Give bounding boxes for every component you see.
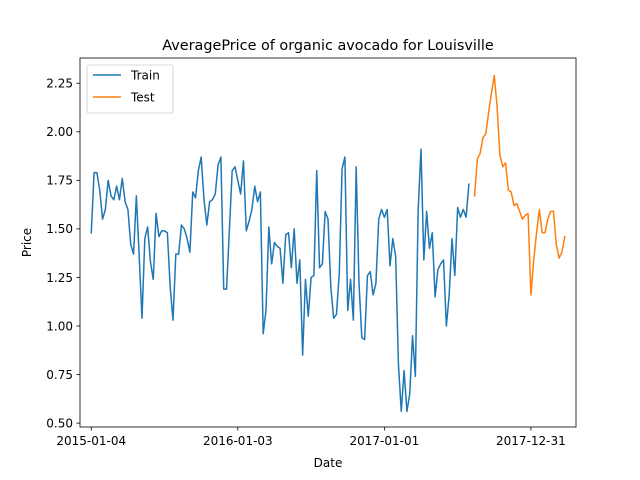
x-tick-label: 2017-12-31 [496, 434, 566, 448]
series-line-test [473, 74, 566, 296]
legend-box [86, 64, 174, 114]
axes-layer: 2015-01-04 2016-01-03 2017-01-01 2017-12-31… [46, 77, 566, 448]
series-line-train [90, 148, 470, 413]
legend-label-train: Train [130, 69, 160, 83]
legend: Train Test [86, 64, 174, 114]
plot-area [80, 58, 576, 427]
y-axis-label: Price [20, 228, 34, 257]
chart-title: AveragePrice of organic avocado for Loui… [162, 38, 494, 54]
y-tick-label: 1.50 [46, 222, 73, 236]
y-tick-label: 0.75 [46, 368, 73, 382]
y-tick-label: 0.50 [46, 416, 73, 430]
y-tick-label: 2.00 [46, 125, 73, 139]
series-layer [90, 74, 566, 413]
x-axis-label: Date [314, 456, 343, 470]
x-tick-label: 2016-01-03 [203, 434, 273, 448]
x-tick-label: 2015-01-04 [56, 434, 126, 448]
y-tick-label: 1.00 [46, 319, 73, 333]
y-tick-label: 2.25 [46, 77, 73, 91]
legend-label-test: Test [130, 91, 155, 105]
plot-frame [79, 57, 577, 428]
y-tick-label: 1.25 [46, 271, 73, 285]
y-tick-label: 1.75 [46, 174, 73, 188]
x-tick-label: 2017-01-01 [349, 434, 419, 448]
